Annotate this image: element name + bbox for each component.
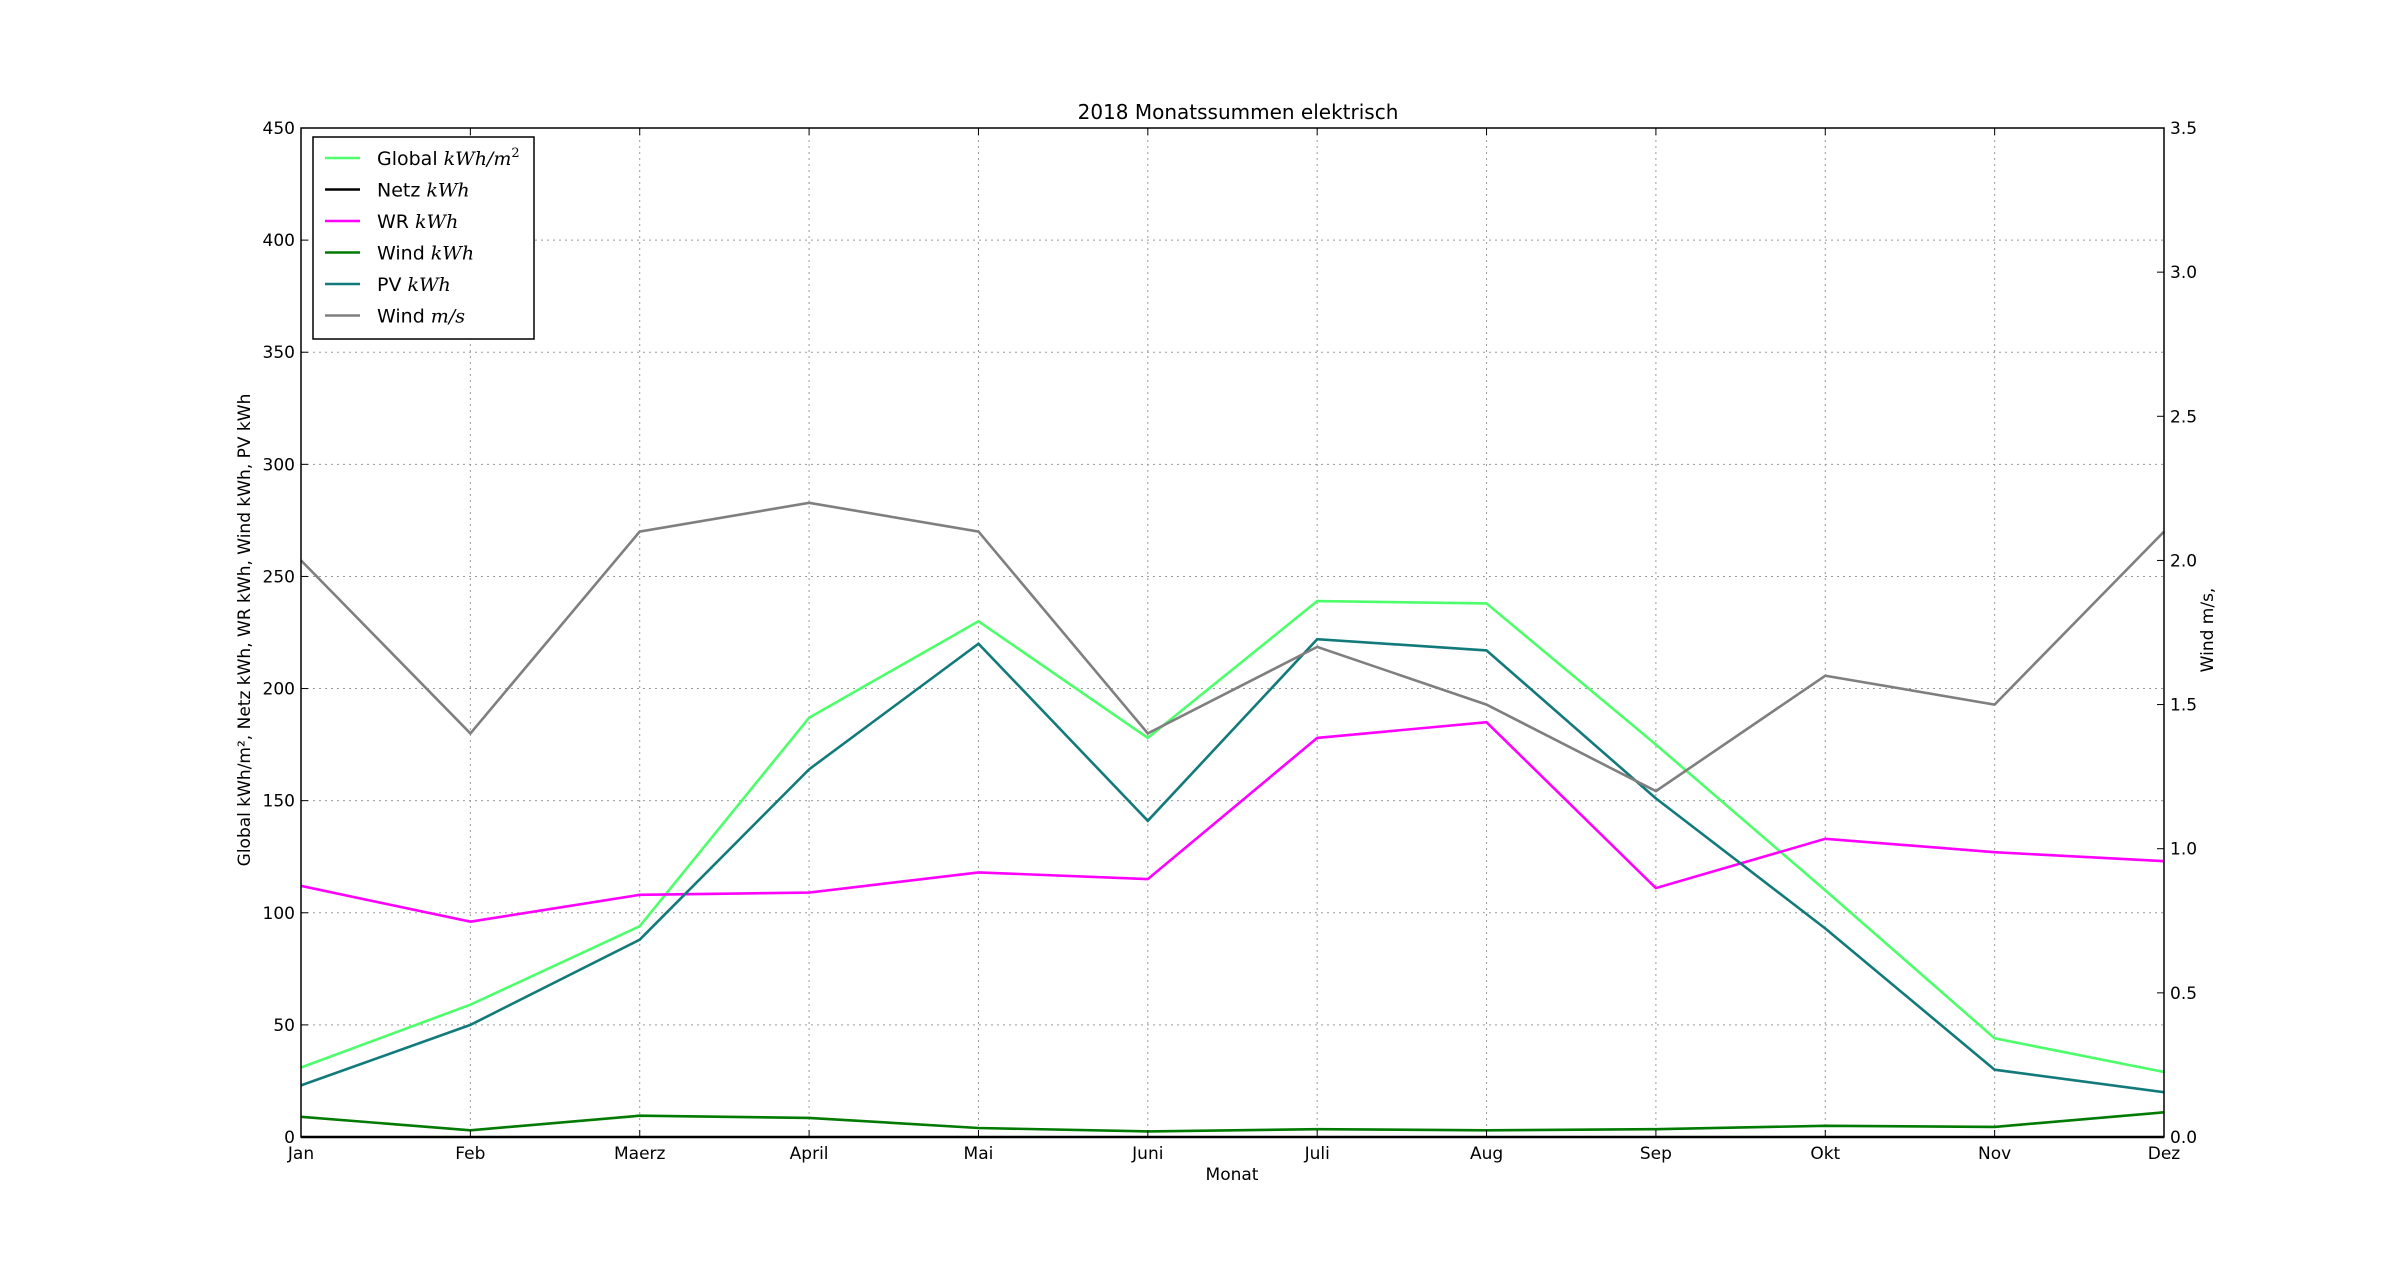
y-tick-label-left: 450: [263, 119, 295, 139]
legend-label-unit: kWh: [426, 180, 469, 202]
y-tick-label-left: 100: [263, 904, 295, 924]
chart-title: 2018 Monatssummen elektrisch: [1078, 100, 1399, 124]
legend-label: Wind kWh: [377, 243, 474, 265]
legend-label-text: Global: [377, 148, 444, 170]
legend-label: Global kWh/m2: [377, 146, 520, 170]
grid: [301, 128, 2164, 1137]
x-tick-label: Maerz: [614, 1144, 666, 1164]
y-tick-label-right: 0.5: [2170, 984, 2197, 1004]
x-tick-label: Aug: [1470, 1144, 1503, 1164]
legend-label-text: Wind: [377, 243, 431, 265]
y-tick-label-right: 2.5: [2170, 407, 2197, 427]
y-tick-label-left: 50: [273, 1016, 295, 1036]
legend-label-unit: m/s: [431, 306, 465, 328]
y-tick-label-right: 1.5: [2170, 696, 2197, 716]
x-tick-label: Juni: [1131, 1144, 1163, 1164]
y-tick-label-right: 0.0: [2170, 1128, 2197, 1148]
legend-box: [312, 136, 535, 340]
x-tick-label: Okt: [1810, 1144, 1840, 1164]
legend-label-text: Netz: [377, 180, 426, 202]
legend-label-unit: kWh: [431, 243, 474, 265]
axes: Jan Feb Maerz April Mai Juni Juli Aug Sep Okt Nov D…: [263, 119, 2198, 1164]
y-tick-label-left: 400: [263, 231, 295, 251]
legend-label: Netz kWh: [377, 180, 470, 202]
y-tick-label-left: 150: [263, 792, 295, 812]
y-tick-label-left: 0: [284, 1128, 295, 1148]
legend-label: PV kWh: [377, 274, 451, 296]
series-line-4: [300, 637, 2165, 1094]
legend-label: Wind m/s: [377, 306, 465, 328]
legend-label-unit: kWh: [415, 211, 458, 233]
y-tick-label-left: 200: [263, 680, 295, 700]
x-tick-label: Dez: [2148, 1144, 2181, 1164]
legend-label-text: Wind: [377, 306, 431, 328]
x-tick-label: Feb: [455, 1144, 485, 1164]
y-tick-label-right: 3.5: [2170, 119, 2197, 139]
x-tick-label: April: [790, 1144, 829, 1164]
legend-label-unit: kWh/m: [444, 148, 512, 170]
series-line-2: [300, 720, 2165, 924]
x-tick-label: Sep: [1640, 1144, 1672, 1164]
series-line-3: [300, 1111, 2165, 1133]
legend-label: WR kWh: [377, 211, 458, 233]
legend-label-text: WR: [377, 211, 415, 233]
x-tick-label: Juli: [1304, 1144, 1330, 1164]
legend-label-text: PV: [377, 274, 408, 296]
x-tick-label: Jan: [287, 1144, 314, 1164]
series-lines: [300, 501, 2165, 1139]
plot-frame: [300, 127, 2165, 1138]
series-line-5: [300, 501, 2165, 793]
y-axis-title-left: Global kWh/m², Netz kWh, WR kWh, Wind kW…: [235, 394, 255, 867]
y-tick-label-right: 2.0: [2170, 551, 2197, 571]
y-tick-label-right: 3.0: [2170, 263, 2197, 283]
y-tick-label-left: 250: [263, 567, 295, 587]
y-tick-label-left: 300: [263, 455, 295, 475]
legend-label-unit: kWh: [408, 274, 451, 296]
y-tick-label-right: 1.0: [2170, 840, 2197, 860]
x-axis-title: Monat: [1206, 1165, 1259, 1185]
legend-label-sup: 2: [511, 146, 519, 161]
series-line-0: [300, 599, 2165, 1074]
x-tick-label: Mai: [964, 1144, 994, 1164]
y-axis-title-right: Wind m/s,: [2198, 588, 2218, 673]
x-tick-label: Nov: [1978, 1144, 2011, 1164]
y-tick-label-left: 350: [263, 343, 295, 363]
